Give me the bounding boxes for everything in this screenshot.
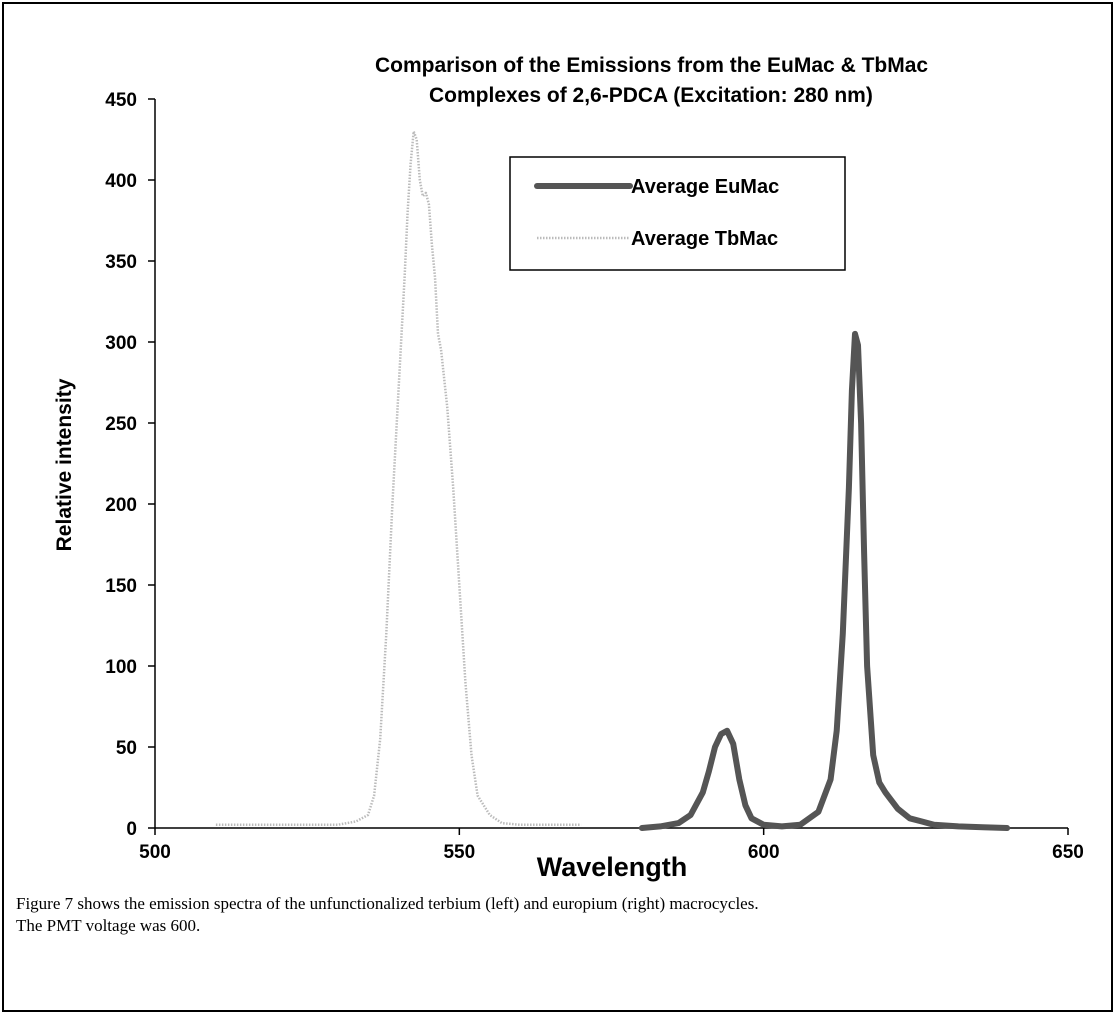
ticks-group: 0 50 100 150 200 250 300 350 400 450 500 550 600 650 <box>105 90 1084 863</box>
x-tick-label: 500 <box>139 842 171 863</box>
y-tick-label: 100 <box>105 657 137 678</box>
y-tick-label: 150 <box>105 576 137 597</box>
caption-line-1: Figure 7 shows the emission spectra of t… <box>16 894 759 913</box>
axes-group <box>154 99 1068 829</box>
legend-label-tbmac: Average TbMac <box>631 228 778 250</box>
chart-title-line-2: Complexes of 2,6-PDCA (Excitation: 280 n… <box>429 84 873 107</box>
y-tick-label: 300 <box>105 333 137 354</box>
y-tick-label: 400 <box>105 171 137 192</box>
x-tick-label: 650 <box>1052 842 1084 863</box>
y-tick-label: 250 <box>105 414 137 435</box>
x-axis-title: Wavelength <box>537 852 688 882</box>
series-line-eumac <box>638 330 1011 831</box>
y-tick-label: 450 <box>105 90 137 111</box>
x-tick-label: 550 <box>443 842 475 863</box>
y-tick-label: 350 <box>105 252 137 273</box>
chart-title-line-1: Comparison of the Emissions from the EuM… <box>375 54 929 77</box>
legend-label-eumac: Average EuMac <box>631 176 779 198</box>
y-tick-label: 0 <box>126 819 137 840</box>
series-line-tbmac <box>215 130 582 827</box>
legend-box <box>509 156 846 271</box>
series-group <box>215 130 1011 831</box>
y-tick-label: 200 <box>105 495 137 516</box>
legend: Average EuMac Average TbMac <box>509 156 846 271</box>
caption-line-2: The PMT voltage was 600. <box>16 916 201 935</box>
y-tick-label: 50 <box>116 738 137 759</box>
figure-caption: Figure 7 shows the emission spectra of t… <box>16 893 1096 937</box>
y-axis-title: Relative intensity <box>53 378 76 551</box>
x-tick-label: 600 <box>748 842 780 863</box>
